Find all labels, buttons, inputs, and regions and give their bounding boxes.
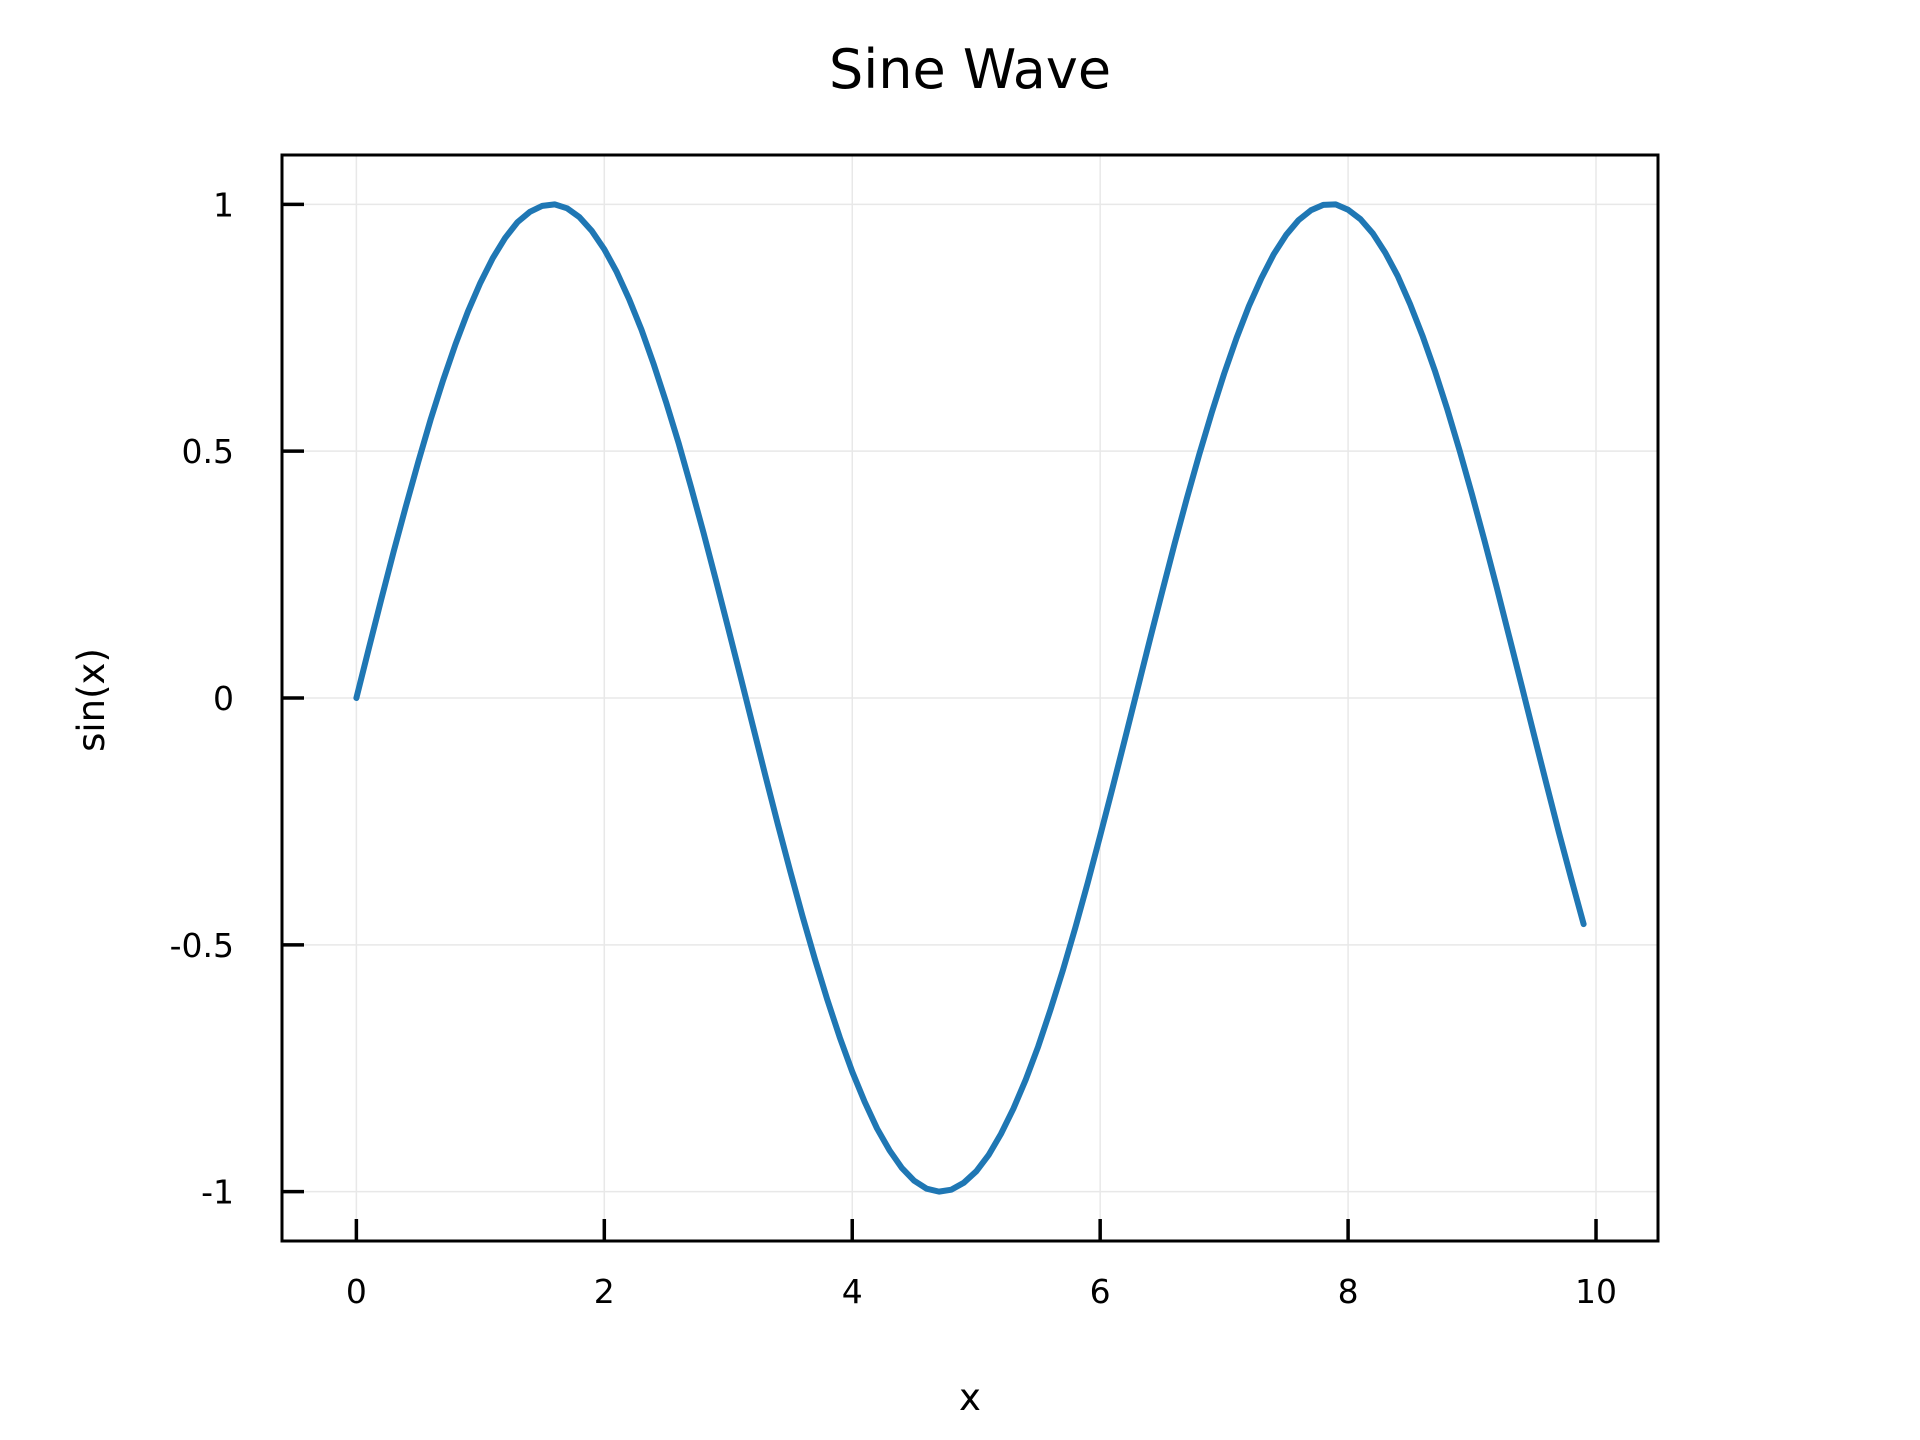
x-axis-ticks: 0 2 4 6 8 10 xyxy=(346,1219,1617,1311)
chart-title: Sine Wave xyxy=(829,38,1111,101)
grid-lines xyxy=(282,155,1658,1241)
series-line-sin-x xyxy=(353,201,1587,1195)
x-tick-label: 4 xyxy=(842,1272,863,1311)
y-axis-label: sin(x) xyxy=(70,648,113,752)
y-tick-label: 0 xyxy=(213,679,234,718)
x-tick-label: 8 xyxy=(1338,1272,1359,1311)
x-tick-label: 6 xyxy=(1090,1272,1111,1311)
x-tick-label: 0 xyxy=(346,1272,367,1311)
y-tick-label: -1 xyxy=(201,1173,234,1212)
y-axis-ticks: 1 0.5 0 -0.5 -1 xyxy=(170,185,304,1212)
x-axis-label: x xyxy=(959,1376,981,1419)
y-tick-label: -0.5 xyxy=(170,926,234,965)
y-tick-label: 1 xyxy=(213,185,234,224)
x-tick-label: 10 xyxy=(1575,1272,1617,1311)
y-tick-label: 0.5 xyxy=(182,432,234,471)
x-tick-label: 2 xyxy=(594,1272,615,1311)
